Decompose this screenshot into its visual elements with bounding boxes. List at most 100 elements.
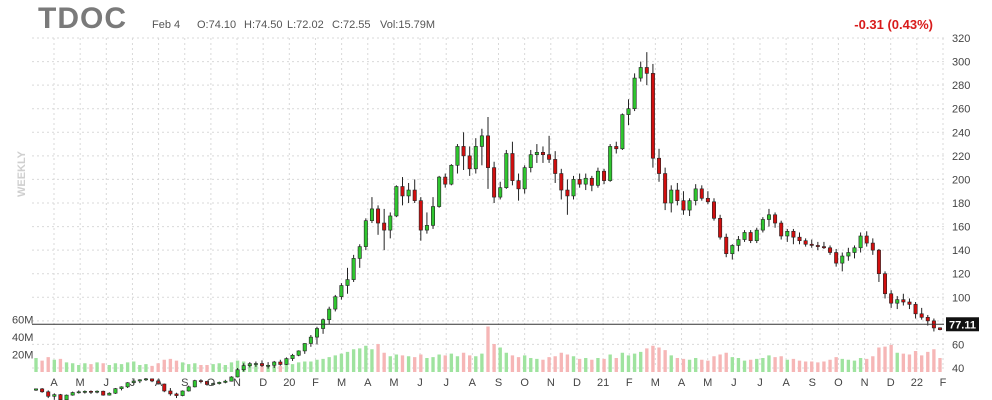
volume-bar — [889, 344, 893, 372]
volume-bar — [541, 359, 545, 372]
volume-bar — [761, 358, 765, 372]
date-tick-label: N — [233, 377, 241, 389]
last-price-label: 77.11 — [949, 319, 976, 331]
candle-body — [192, 380, 197, 388]
volume-bar — [260, 364, 264, 372]
period-label: WEEKLY — [16, 150, 28, 198]
volume-bar — [58, 358, 63, 372]
candle-body — [540, 152, 545, 155]
volume-bar — [223, 365, 228, 372]
candle-body — [424, 225, 429, 231]
volume-bar — [248, 364, 252, 372]
candle-body — [803, 240, 808, 245]
candle-body — [229, 376, 234, 382]
volume-axis: 20M 40M 60M — [12, 315, 33, 362]
candle-body — [70, 392, 75, 396]
candle-body — [602, 170, 607, 181]
candle-body — [125, 382, 130, 388]
date-tick-label: A — [155, 377, 163, 389]
date-tick-label: F — [312, 377, 319, 389]
date-tick-label: A — [782, 377, 790, 389]
candle-body — [883, 273, 888, 295]
volume-bar — [376, 344, 380, 372]
volume-bar — [70, 363, 75, 372]
candle-body — [547, 154, 552, 160]
volume-bar — [913, 351, 918, 372]
candle-body — [205, 381, 210, 385]
candle-body — [412, 189, 417, 201]
volume-bar — [846, 359, 851, 372]
date-tick-label: A — [364, 377, 372, 389]
volume-bar — [419, 354, 423, 372]
volume-bar — [449, 353, 454, 372]
volume-bar — [455, 356, 460, 372]
volume-bar — [773, 357, 777, 372]
date-tick-label: N — [861, 377, 869, 389]
candle-body — [840, 255, 845, 264]
candle-body — [705, 197, 710, 203]
volume-bar — [327, 357, 331, 372]
volume-bar — [577, 358, 582, 372]
candle-body — [58, 394, 63, 400]
open-value: O:74.10 — [197, 19, 237, 31]
candle-body — [369, 208, 374, 221]
volume-tick-label: 60M — [12, 315, 33, 327]
volume-bar — [461, 352, 466, 372]
date-tick-label: J — [443, 377, 449, 389]
volume-bar — [64, 362, 69, 372]
price-tick-label: 140 — [952, 245, 970, 257]
candle-body — [467, 155, 472, 170]
volume-bar — [162, 359, 166, 372]
candle-body — [180, 390, 185, 396]
volume-bar — [52, 359, 57, 372]
volume-bar — [150, 365, 154, 372]
candle-body — [150, 378, 155, 382]
candle-body — [162, 383, 167, 392]
volume-bar — [529, 358, 533, 372]
candle-body — [516, 180, 521, 190]
price-tick-label: 280 — [952, 80, 970, 92]
volume-bar — [687, 359, 692, 372]
volume-bar — [107, 365, 111, 372]
date-tick-label: M — [76, 377, 85, 389]
candle-body — [443, 176, 448, 185]
candle-body — [913, 304, 918, 315]
date-tick-label: N — [547, 377, 555, 389]
candle-body — [363, 220, 368, 247]
volume-bar — [791, 358, 796, 372]
candle-body — [730, 245, 735, 254]
candle-body — [699, 188, 704, 199]
date-tick-label: 21 — [597, 377, 609, 389]
candle-body — [64, 394, 69, 400]
volume-bar — [382, 352, 386, 372]
volume-bar — [803, 361, 808, 372]
candle-body — [626, 108, 631, 115]
volume-bar — [871, 356, 875, 372]
candle-body — [241, 365, 246, 371]
candle-body — [308, 336, 313, 344]
volume-bar — [486, 326, 490, 372]
volume-bar — [113, 363, 118, 372]
date-tick-label: J — [757, 377, 763, 389]
candle-body — [418, 200, 423, 231]
price-tick-label: 200 — [952, 174, 970, 186]
candle-body — [797, 236, 802, 242]
volume-bar — [229, 362, 234, 372]
candle-body — [742, 232, 747, 240]
candle-body — [88, 391, 93, 393]
low-value: L:72.02 — [287, 19, 324, 31]
candle-body — [938, 327, 942, 330]
candle-body — [528, 154, 533, 168]
candle-body — [198, 380, 203, 382]
volume-bar — [626, 355, 631, 372]
candle-body — [828, 247, 833, 253]
volume-bar — [498, 347, 502, 372]
candle-body — [693, 188, 698, 201]
date-tick-label: S — [809, 377, 816, 389]
volume-bar — [211, 364, 215, 372]
candle-body — [669, 189, 674, 204]
candle-body — [492, 167, 497, 198]
volume-bar — [858, 358, 863, 372]
candle-body — [773, 214, 778, 224]
